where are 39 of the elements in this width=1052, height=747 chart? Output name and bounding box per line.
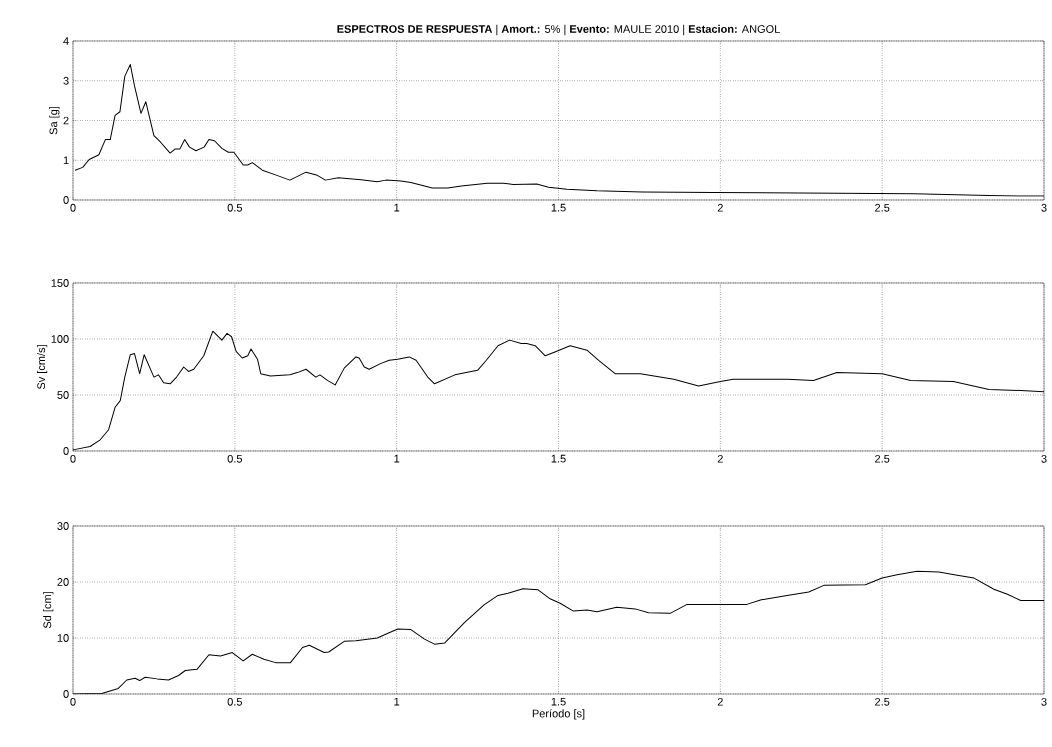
y-tick-label: 150 xyxy=(51,279,69,287)
x-tick-label: 3 xyxy=(1041,697,1047,706)
x-tick-label: 1.5 xyxy=(551,454,566,463)
y-axis-title: Sd [cm] xyxy=(43,592,54,629)
y-tick-label: 30 xyxy=(57,522,69,530)
x-tick-label: 0 xyxy=(70,454,76,463)
y-tick-label: 10 xyxy=(57,634,69,642)
x-tick-label: 1.5 xyxy=(551,697,566,706)
y-tick-label: 50 xyxy=(57,391,69,399)
y-axis-title: Sv [cm/s] xyxy=(37,345,48,390)
x-tick-label: 0.5 xyxy=(227,203,243,212)
x-tick-label: 0 xyxy=(70,203,76,212)
y-tick-label: 3 xyxy=(63,76,69,85)
x-tick-label: 2.5 xyxy=(875,697,890,706)
y-tick-label: 4 xyxy=(63,37,69,45)
x-tick-label: 1 xyxy=(394,203,400,212)
x-tick-label: 0.5 xyxy=(227,454,243,463)
x-tick-label: 1 xyxy=(394,697,400,706)
x-tick-label: 2.5 xyxy=(875,454,890,463)
y-tick-label: 0 xyxy=(63,447,69,455)
y-tick-label: 2 xyxy=(63,116,69,125)
y-axis-title: Sa [g] xyxy=(49,106,60,135)
y-tick-label: 0 xyxy=(63,690,69,698)
y-tick-label: 0 xyxy=(63,196,69,204)
y-tick-label: 1 xyxy=(63,156,69,165)
x-tick-label: 3 xyxy=(1041,203,1047,212)
x-tick-label: 1.5 xyxy=(551,203,566,212)
x-tick-label: 0.5 xyxy=(227,697,243,706)
x-tick-label: 0 xyxy=(70,697,76,706)
x-tick-label: 2.5 xyxy=(875,203,890,212)
x-tick-label: 2 xyxy=(717,203,723,212)
x-tick-label: 3 xyxy=(1041,454,1047,463)
x-axis-title: Período [s] xyxy=(532,709,585,720)
x-tick-label: 1 xyxy=(394,454,400,463)
x-tick-label: 2 xyxy=(717,697,723,706)
y-tick-label: 100 xyxy=(51,335,69,343)
chart-title: ESPECTROS DE RESPUESTA | Amort.: 5% | Evento: MAULE 2010 | Estacion: ANGOL xyxy=(337,24,780,36)
y-tick-label: 20 xyxy=(57,578,69,586)
x-tick-label: 2 xyxy=(717,454,723,463)
